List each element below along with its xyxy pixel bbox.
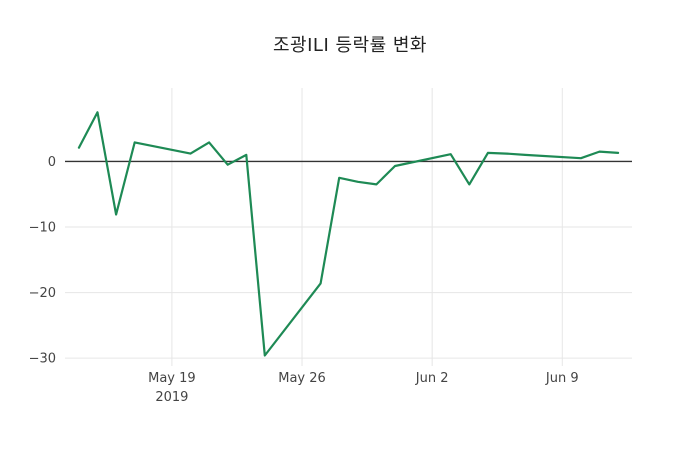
y-tick-label: 0 <box>48 155 56 170</box>
x-tick-label: Jun 2 <box>415 371 449 386</box>
x-tick-label: May 19 <box>148 371 196 386</box>
x-tick-sublabel: 2019 <box>155 390 188 405</box>
x-tick-label: May 26 <box>278 371 326 386</box>
y-tick-label: −20 <box>29 286 56 301</box>
series-line <box>77 111 620 357</box>
chart-title: 조광ILI 등락률 변화 <box>272 35 427 56</box>
y-tick-label: −10 <box>29 221 56 236</box>
x-tick-label: Jun 9 <box>545 371 579 386</box>
y-tick-label: −30 <box>29 352 56 367</box>
